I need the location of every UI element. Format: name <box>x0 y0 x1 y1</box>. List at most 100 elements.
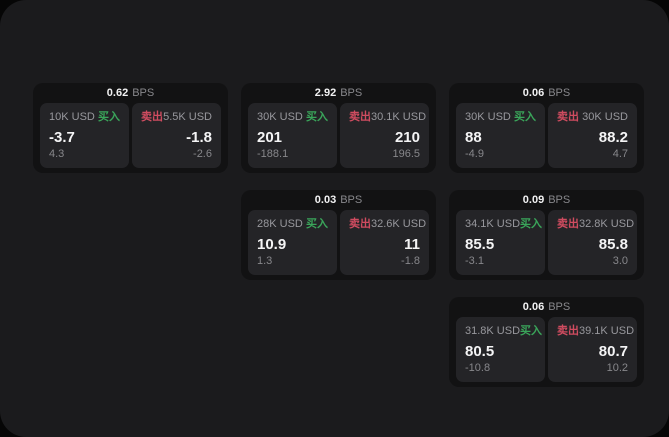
bps-unit-label: BPS <box>340 87 363 99</box>
buy-amount: 30K USD <box>465 111 511 123</box>
sell-amount: 39.1K USD <box>579 325 635 337</box>
buy-price: 10.9 <box>257 236 287 253</box>
buy-side-label: 买入 <box>306 218 328 230</box>
buy-price: 85.5 <box>465 236 495 253</box>
bps-unit-label: BPS <box>132 87 155 99</box>
sell-delta: -1.8 <box>401 255 420 267</box>
sell-tile-header: 卖出 39.1K USD <box>557 325 634 338</box>
sell-quote-tile[interactable]: 卖出 32.8K USD 85.8 3.0 <box>548 210 637 275</box>
quote-tiles: 30K USD 买入 88 -4.9 卖出 30K USD 88.2 4.7 <box>456 103 637 168</box>
sell-amount: 32.6K USD <box>371 218 427 230</box>
buy-side-label: 买入 <box>520 325 543 337</box>
buy-price: 201 <box>257 129 283 146</box>
sell-delta: 196.5 <box>392 148 420 160</box>
quote-tiles: 28K USD 买入 10.9 1.3 卖出 32.6K USD 11 -1.8 <box>248 210 429 275</box>
sell-tile-header: 卖出 32.6K USD <box>349 218 426 231</box>
buy-side-label: 买入 <box>98 111 120 123</box>
buy-quote-tile[interactable]: 30K USD 买入 201 -188.1 <box>248 103 337 168</box>
buy-price: 80.5 <box>465 343 495 360</box>
buy-quote-tile[interactable]: 10K USD 买入 -3.7 4.3 <box>40 103 129 168</box>
sell-price: 210 <box>394 129 420 146</box>
buy-quote-tile[interactable]: 31.8K USD 买入 80.5 -10.8 <box>456 317 545 382</box>
buy-delta: -10.8 <box>465 362 491 374</box>
buy-tile-header: 31.8K USD 买入 <box>465 325 542 338</box>
quote-card: 2.92 BPS 30K USD 买入 201 -188.1 卖出 30.1K … <box>241 83 436 173</box>
card-header: 0.09 BPS <box>456 190 637 210</box>
buy-delta: 1.3 <box>257 255 273 267</box>
bps-value: 0.06 <box>522 87 545 99</box>
quote-tiles: 34.1K USD 买入 85.5 -3.1 卖出 32.8K USD 85.8… <box>456 210 637 275</box>
quote-cards-grid: 0.62 BPS 10K USD 买入 -3.7 4.3 卖出 5.5K USD… <box>33 83 644 387</box>
buy-tile-header: 30K USD 买入 <box>465 111 536 124</box>
sell-tile-header: 卖出 5.5K USD <box>141 111 212 124</box>
sell-quote-tile[interactable]: 卖出 30K USD 88.2 4.7 <box>548 103 637 168</box>
quote-card: 0.62 BPS 10K USD 买入 -3.7 4.3 卖出 5.5K USD… <box>33 83 228 173</box>
bps-value: 2.92 <box>314 87 337 99</box>
sell-tile-header: 卖出 30.1K USD <box>349 111 426 124</box>
bps-unit-label: BPS <box>548 87 571 99</box>
buy-tile-header: 30K USD 买入 <box>257 111 328 124</box>
bps-unit-label: BPS <box>548 301 571 313</box>
sell-delta: -2.6 <box>193 148 212 160</box>
quote-card: 0.03 BPS 28K USD 买入 10.9 1.3 卖出 32.6K US… <box>241 190 436 280</box>
bps-value: 0.09 <box>522 194 545 206</box>
bps-value: 0.62 <box>106 87 129 99</box>
sell-delta: 4.7 <box>612 148 628 160</box>
card-header: 0.06 BPS <box>456 297 637 317</box>
sell-delta: 3.0 <box>612 255 628 267</box>
quote-tiles: 10K USD 买入 -3.7 4.3 卖出 5.5K USD -1.8 -2.… <box>40 103 221 168</box>
sell-side-label: 卖出 <box>557 325 579 337</box>
buy-tile-header: 28K USD 买入 <box>257 218 328 231</box>
sell-amount: 30.1K USD <box>371 111 427 123</box>
sell-side-label: 卖出 <box>557 111 579 123</box>
sell-amount: 32.8K USD <box>579 218 635 230</box>
sell-price: 85.8 <box>598 236 628 253</box>
buy-price: 88 <box>465 129 482 146</box>
sell-tile-header: 卖出 32.8K USD <box>557 218 634 231</box>
buy-side-label: 买入 <box>514 111 536 123</box>
card-header: 2.92 BPS <box>248 83 429 103</box>
sell-quote-tile[interactable]: 卖出 5.5K USD -1.8 -2.6 <box>132 103 221 168</box>
sell-quote-tile[interactable]: 卖出 30.1K USD 210 196.5 <box>340 103 429 168</box>
sell-delta: 10.2 <box>606 362 628 374</box>
buy-delta: 4.3 <box>49 148 65 160</box>
sell-side-label: 卖出 <box>349 218 371 230</box>
quote-tiles: 31.8K USD 买入 80.5 -10.8 卖出 39.1K USD 80.… <box>456 317 637 382</box>
sell-tile-header: 卖出 30K USD <box>557 111 628 124</box>
buy-quote-tile[interactable]: 34.1K USD 买入 85.5 -3.1 <box>456 210 545 275</box>
sell-price: 80.7 <box>598 343 628 360</box>
sell-price: 11 <box>404 236 420 253</box>
bps-value: 0.06 <box>522 301 545 313</box>
sell-amount: 30K USD <box>582 111 628 123</box>
card-header: 0.06 BPS <box>456 83 637 103</box>
buy-quote-tile[interactable]: 28K USD 买入 10.9 1.3 <box>248 210 337 275</box>
buy-tile-header: 34.1K USD 买入 <box>465 218 542 231</box>
buy-delta: -4.9 <box>465 148 484 160</box>
sell-amount: 5.5K USD <box>163 111 212 123</box>
sell-price: 88.2 <box>598 129 628 146</box>
bps-unit-label: BPS <box>548 194 571 206</box>
buy-amount: 34.1K USD <box>465 218 521 230</box>
buy-side-label: 买入 <box>306 111 328 123</box>
buy-amount: 28K USD <box>257 218 303 230</box>
quote-card: 0.06 BPS 30K USD 买入 88 -4.9 卖出 30K USD 8… <box>449 83 644 173</box>
buy-delta: -188.1 <box>257 148 289 160</box>
bps-value: 0.03 <box>314 194 337 206</box>
sell-quote-tile[interactable]: 卖出 39.1K USD 80.7 10.2 <box>548 317 637 382</box>
sell-quote-tile[interactable]: 卖出 32.6K USD 11 -1.8 <box>340 210 429 275</box>
buy-amount: 31.8K USD <box>465 325 521 337</box>
sell-side-label: 卖出 <box>349 111 371 123</box>
sell-side-label: 卖出 <box>557 218 579 230</box>
buy-amount: 10K USD <box>49 111 95 123</box>
buy-amount: 30K USD <box>257 111 303 123</box>
quote-tiles: 30K USD 买入 201 -188.1 卖出 30.1K USD 210 1… <box>248 103 429 168</box>
quote-card: 0.09 BPS 34.1K USD 买入 85.5 -3.1 卖出 32.8K… <box>449 190 644 280</box>
buy-price: -3.7 <box>49 129 75 146</box>
buy-quote-tile[interactable]: 30K USD 买入 88 -4.9 <box>456 103 545 168</box>
sell-side-label: 卖出 <box>141 111 163 123</box>
buy-side-label: 买入 <box>520 218 543 230</box>
sell-price: -1.8 <box>186 129 212 146</box>
quote-card: 0.06 BPS 31.8K USD 买入 80.5 -10.8 卖出 39.1… <box>449 297 644 387</box>
